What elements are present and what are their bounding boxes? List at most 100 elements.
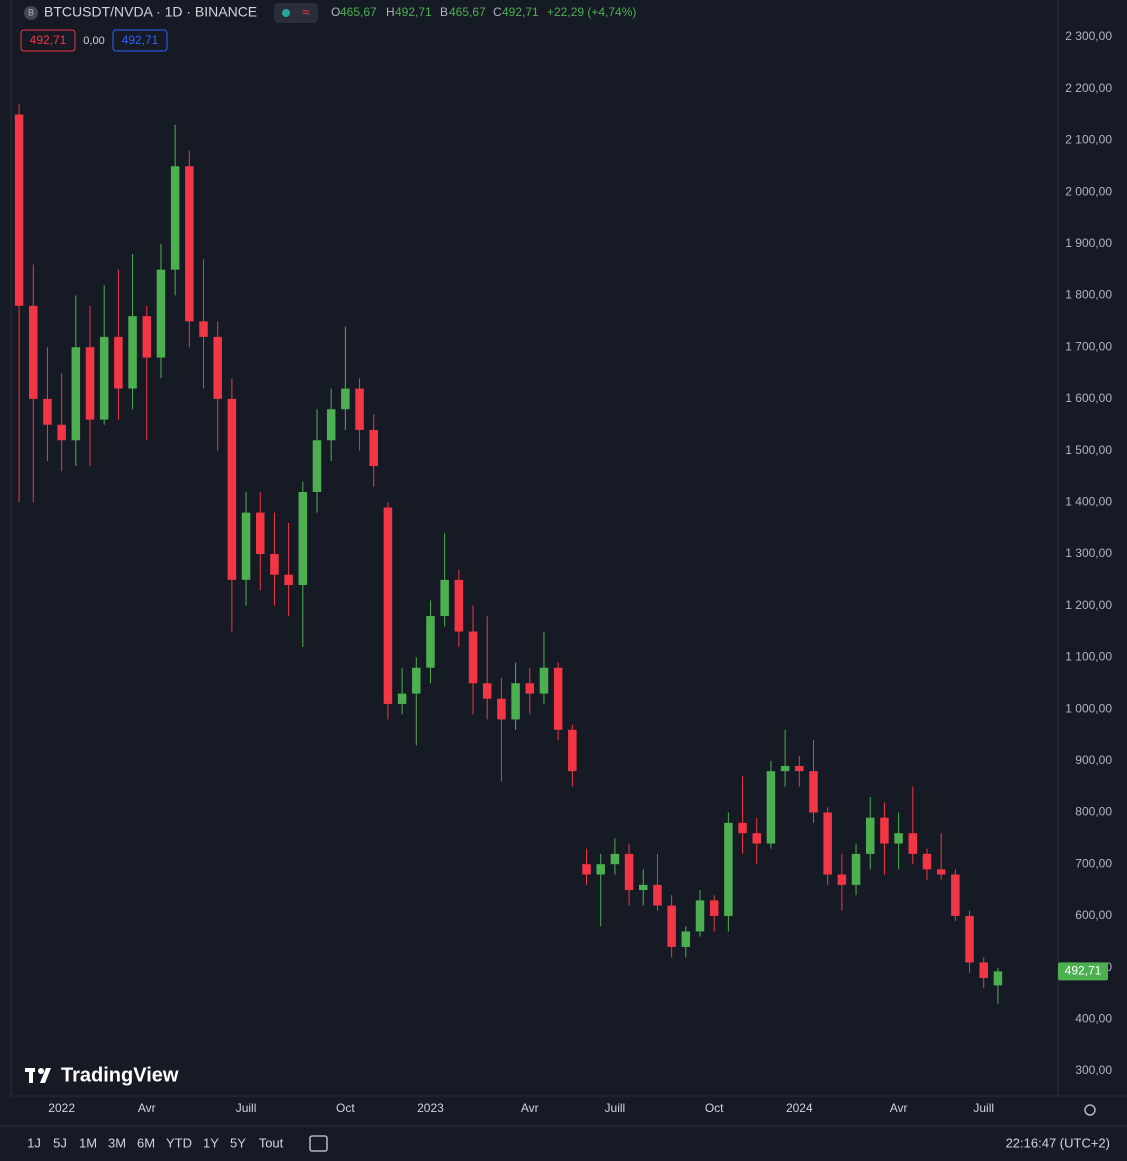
y-tick-label: 1 800,00	[1065, 288, 1112, 302]
candle-body	[525, 683, 535, 694]
candle-body	[851, 853, 861, 885]
candle-body	[170, 166, 180, 270]
buy-badge[interactable]	[112, 29, 168, 52]
x-tick-label: Oct	[705, 1101, 724, 1115]
candle-body	[823, 812, 832, 875]
candle-body	[951, 874, 960, 916]
y-tick-label: 1 400,00	[1065, 494, 1112, 508]
range-button[interactable]: 5Y	[230, 1135, 246, 1150]
candle-body	[511, 683, 520, 720]
symbol-title[interactable]: BTCUSDT/NVDA · 1D · BINANCE	[44, 4, 257, 20]
candle-body	[412, 667, 421, 694]
candle-body	[85, 347, 95, 420]
candle-body	[43, 398, 52, 425]
ohlc-value: 465,67	[449, 5, 486, 19]
x-tick-label: 2022	[48, 1101, 75, 1115]
candle-body	[936, 869, 946, 875]
x-tick-label: Avr	[890, 1101, 908, 1115]
candle-body	[837, 874, 847, 885]
candle-body	[312, 440, 322, 492]
y-tick-label: 900,00	[1075, 753, 1112, 767]
candle-body	[568, 729, 577, 772]
sell-price: 492,71	[30, 33, 67, 47]
change: +22,29 (+4,74%)	[547, 5, 636, 19]
buy-price: 492,71	[122, 33, 159, 47]
range-button[interactable]: 5J	[53, 1135, 67, 1150]
candle-body	[908, 833, 918, 854]
candle-body	[610, 853, 620, 865]
x-tick-label: Avr	[138, 1101, 156, 1115]
y-tick-label: 1 700,00	[1065, 339, 1112, 353]
ohlc-value: 465,67	[340, 5, 377, 19]
candle-body	[383, 507, 393, 704]
ohlc-label: H	[386, 5, 395, 19]
settings-icon[interactable]	[1084, 1104, 1096, 1116]
candle-body	[497, 698, 506, 720]
x-tick-label: Avr	[521, 1101, 539, 1115]
y-tick-label: 600,00	[1075, 908, 1112, 922]
candle-body	[596, 864, 605, 875]
sell-badge[interactable]	[20, 29, 76, 52]
candle-body	[539, 667, 549, 694]
candle-body	[865, 817, 875, 854]
candle-body	[241, 512, 251, 580]
candle-body	[624, 853, 634, 891]
y-tick-label: 800,00	[1075, 805, 1112, 819]
y-tick-label: 1 600,00	[1065, 391, 1112, 405]
candle-body	[922, 853, 932, 870]
candle-body	[454, 579, 464, 632]
candle-body	[341, 388, 350, 410]
candle-body	[724, 822, 733, 916]
candle-body	[993, 971, 1003, 986]
x-tick-label: Oct	[336, 1101, 355, 1115]
date-range-icon[interactable]	[309, 1135, 328, 1152]
candle-body	[482, 683, 492, 699]
y-tick-label: 2 200,00	[1065, 81, 1112, 95]
candle-body	[681, 931, 691, 947]
candle-body	[284, 574, 293, 586]
clock[interactable]: 22:16:47 (UTC+2)	[1006, 1135, 1110, 1150]
y-tick-label: 2 100,00	[1065, 133, 1112, 147]
candle-body	[298, 491, 308, 586]
candle-body	[809, 771, 818, 813]
candle-body	[426, 616, 435, 668]
y-tick-label: 1 000,00	[1065, 701, 1112, 715]
candle-body	[185, 166, 194, 322]
range-button[interactable]: 1M	[79, 1135, 97, 1150]
candle-body	[213, 336, 222, 399]
y-tick-label: 300,00	[1075, 1063, 1112, 1077]
candle-body	[667, 905, 676, 947]
y-tick-label: 700,00	[1075, 856, 1112, 870]
range-button[interactable]: 1J	[27, 1135, 41, 1150]
x-tick-label: Juill	[605, 1101, 626, 1115]
logo-shape	[38, 1068, 44, 1074]
candle-body	[795, 765, 804, 772]
candle-body	[156, 269, 166, 358]
candle-body	[894, 833, 903, 844]
candle-body	[255, 512, 265, 554]
x-tick-label: Juill	[236, 1101, 257, 1115]
last-price-badge	[1058, 962, 1108, 981]
candle-body	[397, 693, 407, 704]
candle-body	[227, 398, 237, 580]
symbol-icon	[24, 6, 38, 20]
candle-body	[114, 336, 123, 389]
candle-body	[752, 833, 762, 844]
range-button[interactable]: Tout	[259, 1135, 284, 1150]
x-tick-label: Juill	[973, 1101, 994, 1115]
x-tick-label: 2024	[786, 1101, 813, 1115]
candle-body	[99, 336, 109, 420]
candle-body	[880, 817, 889, 844]
candle-body	[142, 316, 152, 358]
status-pill[interactable]	[274, 3, 318, 23]
ohlc-label: O	[331, 5, 340, 19]
y-tick-label: 400,00	[1075, 1011, 1112, 1025]
range-button[interactable]: 3M	[108, 1135, 126, 1150]
range-button[interactable]: 1Y	[203, 1135, 219, 1150]
candle-body	[29, 305, 38, 399]
range-button[interactable]: YTD	[166, 1135, 192, 1150]
candle-body	[14, 114, 24, 306]
range-button[interactable]: 6M	[137, 1135, 155, 1150]
candle-body	[199, 321, 208, 337]
candle-body	[780, 765, 790, 772]
